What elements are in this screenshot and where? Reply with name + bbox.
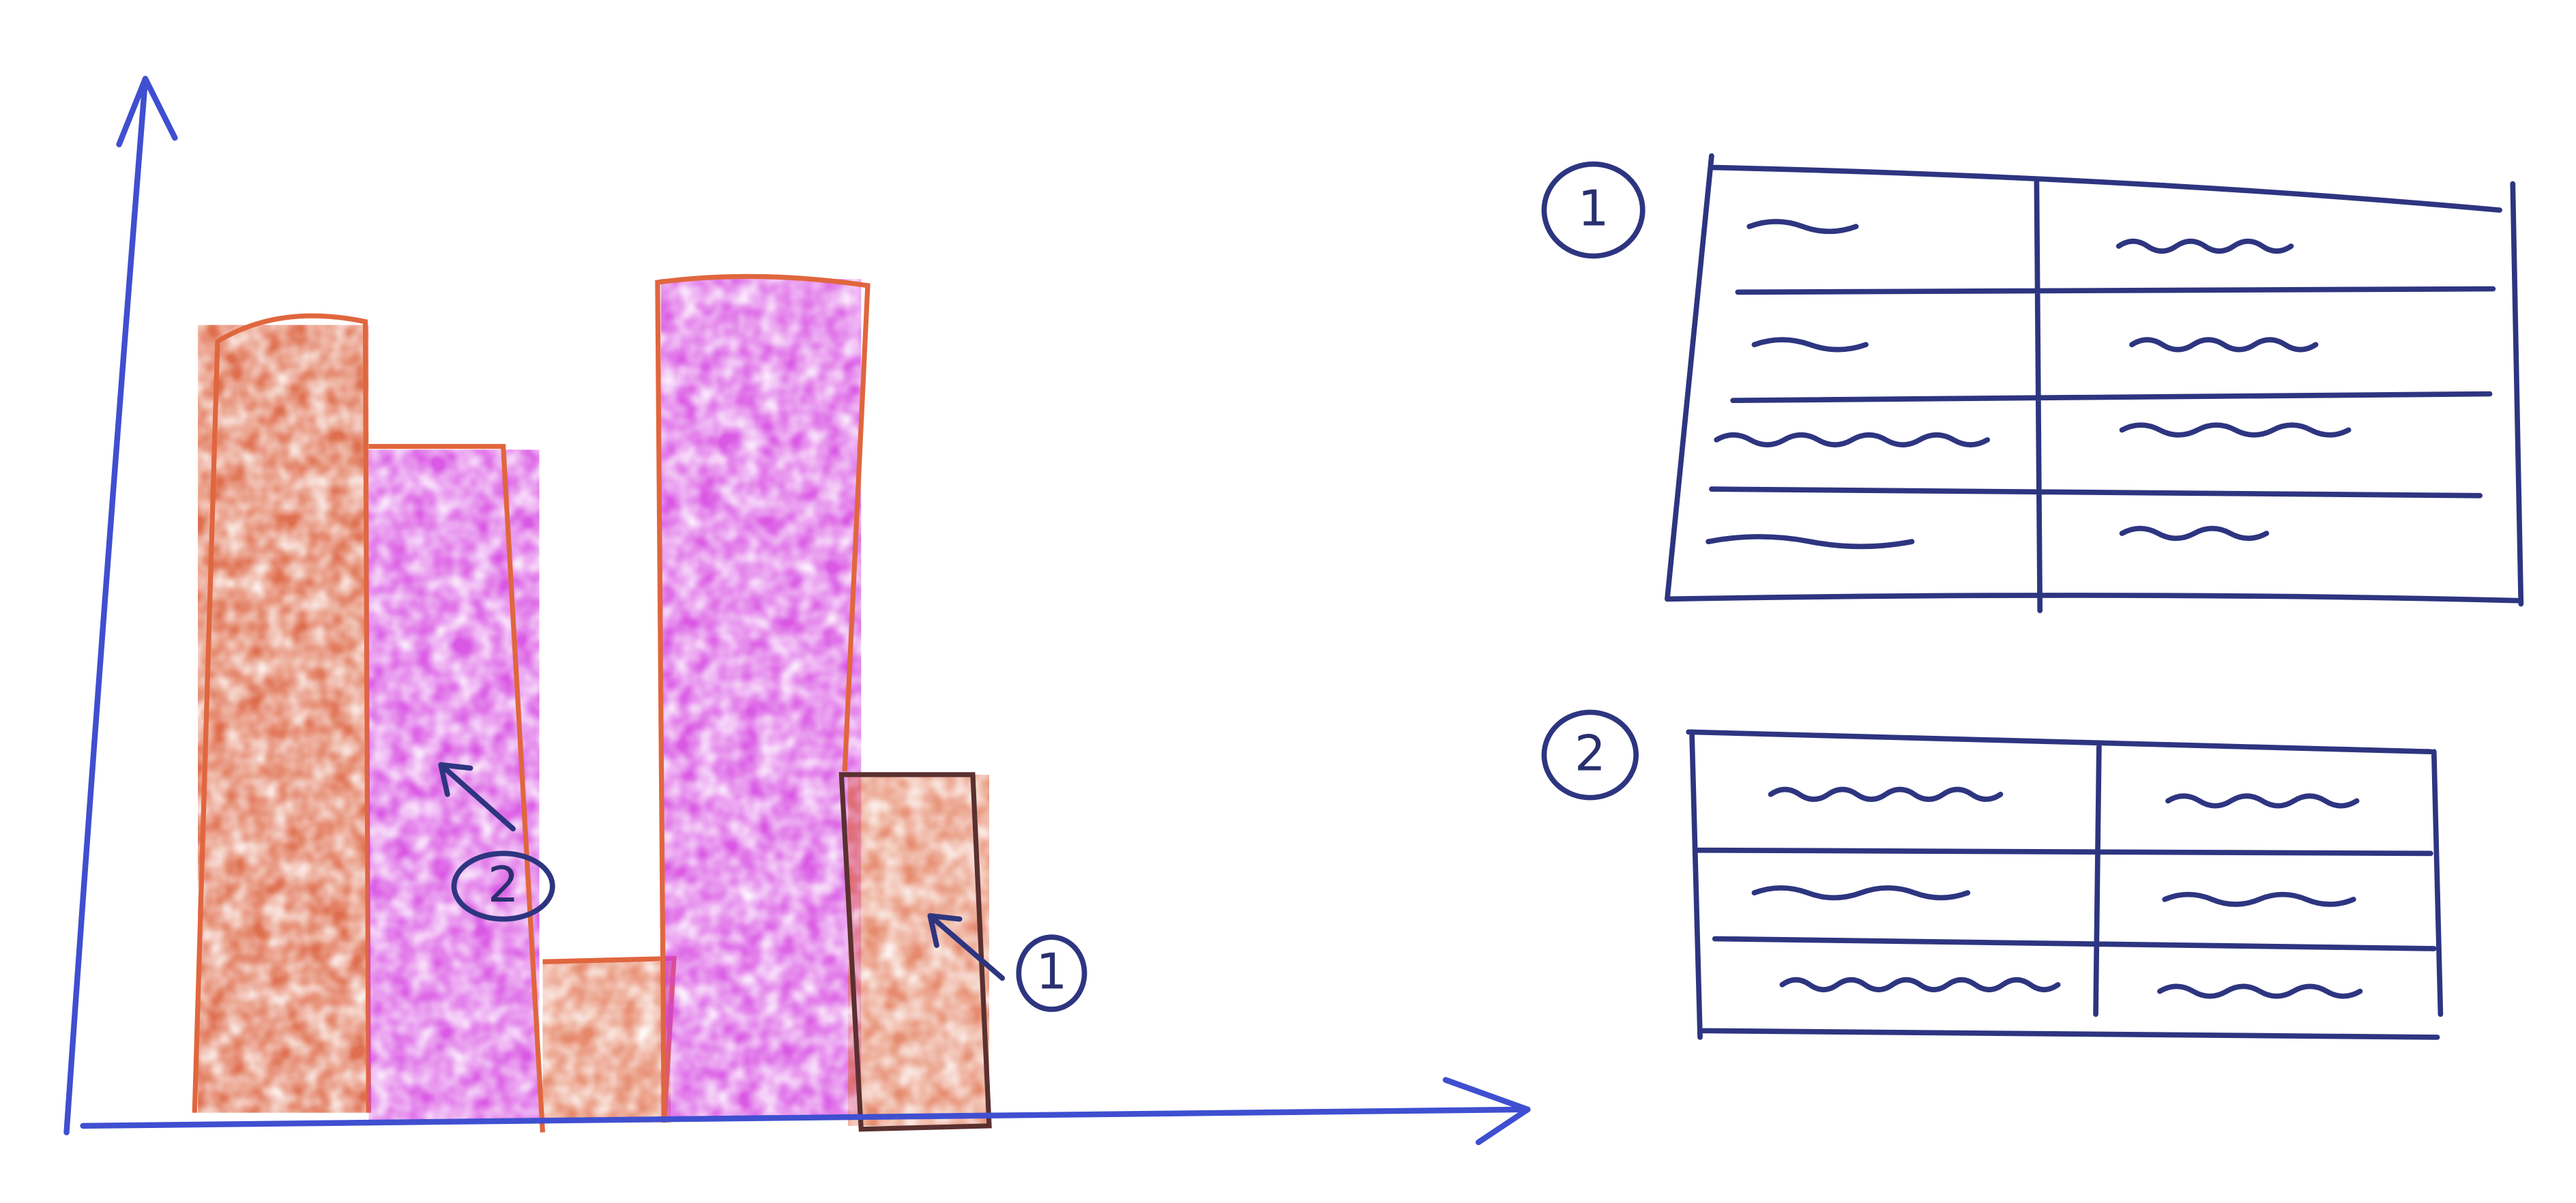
bar-fill xyxy=(198,325,369,1113)
table-grid xyxy=(1665,153,2524,614)
table-label: 2 xyxy=(1575,725,1606,782)
callout-arrow xyxy=(438,762,516,832)
bar-fill xyxy=(660,279,862,1120)
bar-fill xyxy=(848,774,990,1126)
callout-label: 2 xyxy=(488,857,519,914)
bar-outline xyxy=(655,273,870,1123)
squiggle xyxy=(2116,238,2294,254)
squiggle xyxy=(2157,983,2363,999)
squiggle xyxy=(1746,219,1859,235)
squiggle xyxy=(2129,337,2319,353)
callout-circle xyxy=(1016,934,1087,1012)
y-axis-arrow xyxy=(116,76,178,147)
table-label-circle xyxy=(1541,161,1645,259)
squiggle xyxy=(1779,977,2061,992)
y-axis xyxy=(63,76,149,1135)
squiggle xyxy=(1751,885,1971,901)
table-grid xyxy=(1686,729,2444,1040)
x-axis xyxy=(80,1106,1531,1129)
callout-arrow xyxy=(927,913,1006,981)
squiggle xyxy=(2119,422,2352,438)
bar-outline xyxy=(192,313,371,1113)
squiggle xyxy=(1706,534,1915,550)
callout-circle xyxy=(451,850,555,922)
squiggle xyxy=(2165,793,2360,809)
placeholder-text xyxy=(1706,219,2363,999)
bars xyxy=(192,273,992,1133)
bar-outline xyxy=(368,443,546,1133)
squiggle xyxy=(1768,786,2004,802)
bar-fill xyxy=(542,962,671,1123)
squiggle xyxy=(2119,526,2270,541)
bar-highlight xyxy=(838,772,992,1132)
table-label: 1 xyxy=(1578,180,1609,237)
callout-label: 1 xyxy=(1036,944,1067,1001)
bar-fill xyxy=(368,449,540,1123)
squiggle xyxy=(1714,432,1991,448)
squiggle xyxy=(2162,891,2356,907)
table-label-circle xyxy=(1541,709,1639,801)
squiggle xyxy=(1751,337,1869,353)
x-axis-arrow xyxy=(1442,1077,1531,1146)
